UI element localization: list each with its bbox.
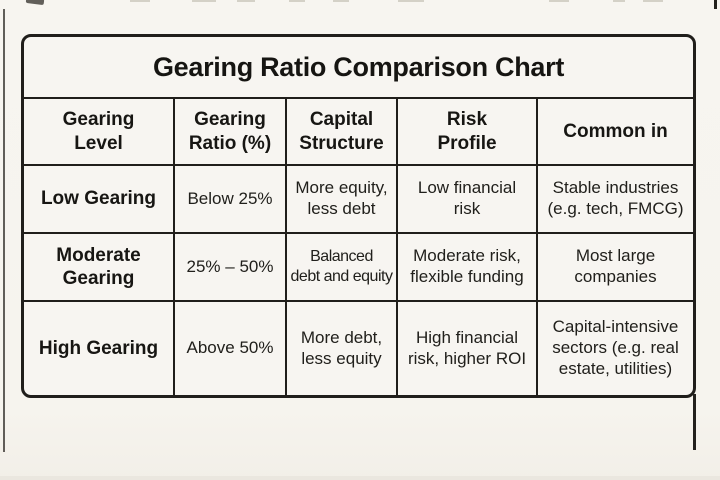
header-cell-capital-structure: Capital Structure xyxy=(285,99,396,164)
top-edge-crop-mark xyxy=(289,0,305,2)
cell-moderate-gearing-ratio: 25% – 50% xyxy=(173,232,285,300)
cell-low-gearing-common: Stable industries (e.g. tech, FMCG) xyxy=(536,164,693,232)
bottom-edge-shade xyxy=(0,476,720,480)
header-cell-gearing-level: Gearing Level xyxy=(62,109,135,154)
right-border-extension-line xyxy=(693,394,696,450)
cell-high-gearing-structure: More debt, less equity xyxy=(285,300,396,395)
cell-moderate-gearing-level: Moderate Gearing xyxy=(24,232,173,300)
header-cell-common-in: Common in xyxy=(536,99,693,164)
header-cell-risk-profile: Risk Profile xyxy=(396,99,536,164)
left-edge-crop-line xyxy=(3,9,5,452)
gearing-comparison-table: Gearing Ratio Comparison Chart Gearing L… xyxy=(21,34,696,398)
cell-moderate-gearing-common: Most large companies xyxy=(536,232,693,300)
cell-moderate-gearing-structure: Balanced debt and equity xyxy=(285,232,396,300)
cell-low-gearing-level: Low Gearing xyxy=(24,164,173,232)
top-edge-crop-mark xyxy=(237,0,255,2)
cell-high-gearing-level: High Gearing xyxy=(24,300,173,395)
cell-low-gearing-ratio: Below 25% xyxy=(173,164,285,232)
cell-high-gearing-ratio: Above 50% xyxy=(173,300,285,395)
cell-low-gearing-structure: More equity, less debt xyxy=(285,164,396,232)
table-title: Gearing Ratio Comparison Chart xyxy=(24,37,693,99)
top-edge-crop-mark xyxy=(398,0,424,2)
top-edge-crop-mark xyxy=(613,0,625,2)
cell-low-gearing-risk: Low financial risk xyxy=(396,164,536,232)
top-edge-crop-mark xyxy=(333,0,349,2)
top-edge-crop-mark xyxy=(549,0,569,2)
header-cell-gearing-ratio: Gearing Ratio (%) xyxy=(173,99,285,164)
cell-moderate-gearing-risk: Moderate risk, flexible funding xyxy=(396,232,536,300)
cell-high-gearing-risk: High financial risk, higher ROI xyxy=(396,300,536,395)
top-right-crop-tick xyxy=(714,0,717,9)
top-edge-crop-mark xyxy=(192,0,216,2)
top-edge-crop-mark xyxy=(130,0,150,2)
top-edge-crop-mark xyxy=(643,0,663,2)
top-left-crop-smudge xyxy=(25,0,45,6)
cell-high-gearing-common: Capital-intensive sectors (e.g. real est… xyxy=(536,300,693,395)
